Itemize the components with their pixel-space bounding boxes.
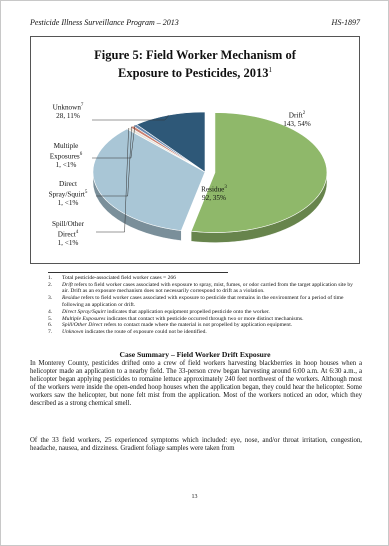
- footnote-1: 1. Total pesticide-associated field worke…: [48, 275, 176, 281]
- label-spray-value: 1, <1%: [57, 198, 79, 207]
- header-document-id: HS-1897: [331, 18, 360, 27]
- label-multiple-value: 1, <1%: [55, 160, 77, 169]
- footnote-7: 7. Unknown indicates the route of exposur…: [48, 329, 207, 336]
- label-residue: Residue3 92, 35%: [201, 185, 227, 202]
- case-summary-paragraph-2: Of the 33 field workers, 25 experienced …: [30, 437, 362, 453]
- label-spill-other: Spill/Other Direct4 1, <1%: [52, 220, 84, 247]
- figure-footnotes: 1. Total pesticide-associated field worke…: [48, 272, 360, 336]
- label-direct-spray: Direct Spray/Squirt5 1, <1%: [48, 180, 88, 207]
- footnote-3: 3. Residue refers to field worker cases a…: [48, 295, 344, 308]
- footnote-2: 2. Drift refers to field worker cases ass…: [48, 281, 353, 295]
- leader-line-spill-other-direct: [96, 128, 129, 233]
- figure-title-footnote: 1: [268, 66, 272, 74]
- pie-slice-drift: [190, 112, 328, 233]
- case-summary-title: Case Summary – Field Worker Drift Exposu…: [119, 350, 271, 359]
- figure-title-line1: Figure 5: Field Worker Mechanism of: [94, 48, 296, 62]
- label-residue-value: 92, 35%: [202, 193, 226, 202]
- figure-title-line2: Exposure to Pesticides, 2013: [118, 66, 269, 81]
- label-unknown: Unknown7 28, 11%: [52, 103, 84, 120]
- footnote-4: 4. Direct Spray/Squirt indicates that app…: [48, 308, 270, 315]
- pie-slice-residue: [92, 128, 206, 231]
- page-number: 13: [191, 494, 198, 500]
- leader-line-direct-spray-squirt: [96, 126, 132, 197]
- leader-line-unknown: [92, 115, 170, 121]
- label-spill-value: 1, <1%: [57, 238, 79, 247]
- leader-line-multiple-exposures: [92, 125, 136, 159]
- label-drift: Drift2 143, 54%: [283, 111, 311, 128]
- label-multiple-exposures: Multiple Exposures6 1, <1%: [49, 142, 83, 169]
- header-program-title: Pesticide Illness Surveillance Program –…: [30, 18, 179, 27]
- label-drift-value: 143, 54%: [283, 119, 311, 128]
- case-summary-paragraph-1: In Monterey County, pesticides drifted o…: [30, 360, 362, 408]
- figure-title: Figure 5: Field Worker Mechanism of Expo…: [30, 48, 360, 81]
- figure-frame: [30, 36, 360, 264]
- label-unknown-value: 28, 11%: [56, 111, 80, 120]
- footnote-rule: [48, 272, 228, 273]
- footnote-6: 6. Spill/Other Direct refers to contact m…: [48, 322, 293, 329]
- footnote-5: 5. Multiple Exposures indicates that cont…: [48, 315, 304, 322]
